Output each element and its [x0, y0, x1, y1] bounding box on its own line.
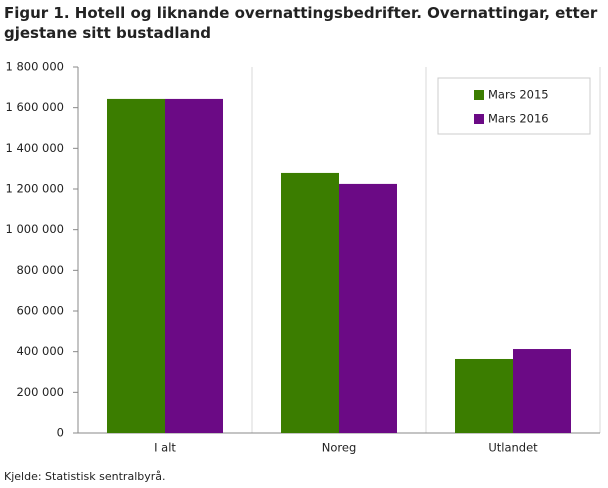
legend-label: Mars 2016: [488, 112, 549, 126]
y-tick-label: 1 600 000: [5, 100, 64, 114]
bar: [281, 172, 339, 434]
y-tick-label: 0: [57, 426, 64, 440]
bar: [165, 98, 223, 433]
x-tick-label: Utlandet: [488, 441, 538, 455]
y-tick-label: 600 000: [16, 304, 64, 318]
bar: [513, 349, 571, 433]
chart-title: Figur 1. Hotell og liknande overnattings…: [4, 4, 598, 42]
y-tick-label: 1 800 000: [5, 60, 64, 74]
bar: [339, 183, 397, 433]
y-tick-label: 1 400 000: [5, 141, 64, 155]
y-tick-label: 200 000: [16, 385, 64, 399]
source-note: Kjelde: Statistisk sentralbyrå.: [4, 470, 166, 483]
bar: [107, 98, 165, 433]
legend-box: [437, 77, 591, 135]
y-tick-label: 1 000 000: [5, 222, 64, 236]
legend-label: Mars 2015: [488, 88, 549, 102]
y-tick-label: 400 000: [16, 344, 64, 358]
x-tick-label: I alt: [154, 441, 176, 455]
y-tick-label: 1 200 000: [5, 182, 64, 196]
y-tick-label: 800 000: [16, 263, 64, 277]
bar: [455, 358, 513, 433]
legend-swatch: [474, 114, 484, 124]
legend-swatch: [474, 90, 484, 100]
x-tick-label: Noreg: [322, 441, 357, 455]
